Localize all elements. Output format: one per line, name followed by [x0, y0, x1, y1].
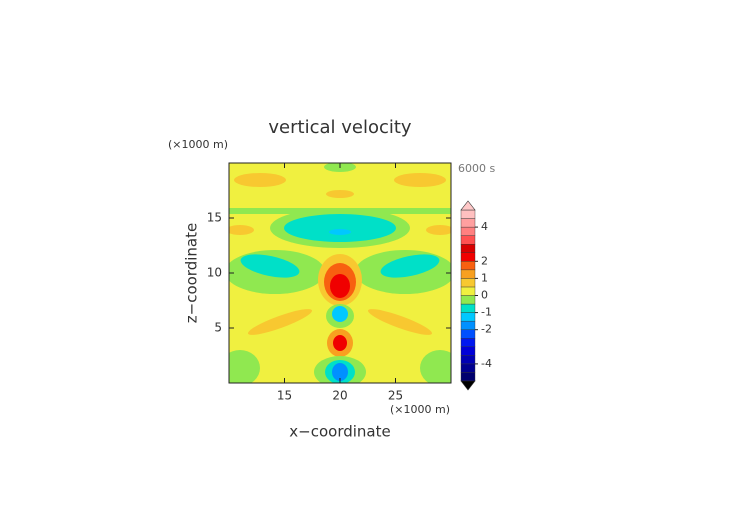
- colorbar-tick-label: -4: [481, 357, 492, 370]
- colorbar-band: [460, 372, 476, 382]
- colorbar-band: [460, 355, 476, 365]
- y-tick-label: 15: [207, 211, 222, 225]
- contour-region: [229, 350, 260, 383]
- colorbar-band: [460, 363, 476, 373]
- y-axis-label: z−coordinate: [183, 223, 201, 323]
- colorbar-band: [460, 252, 476, 262]
- x-axis-label: x−coordinate: [289, 423, 390, 441]
- contour-field: [229, 163, 451, 383]
- colorbar-band: [460, 329, 476, 339]
- colorbar-band: [460, 286, 476, 296]
- contour-region: [240, 254, 300, 278]
- time-label: 6000 s: [458, 162, 495, 175]
- contour-region: [367, 309, 433, 335]
- colorbar-tick-label: 2: [481, 254, 488, 267]
- colorbar-band: [460, 320, 476, 330]
- colorbar-band: [460, 218, 476, 228]
- contour-region: [380, 254, 440, 278]
- colorbar-band: [460, 235, 476, 245]
- colorbar-band: [460, 278, 476, 288]
- contour-region: [333, 335, 347, 351]
- contour-region: [332, 306, 348, 322]
- colorbar-band: [460, 338, 476, 348]
- colorbar-tick-label: 4: [481, 220, 488, 233]
- contour-region: [229, 225, 254, 235]
- x-unit: (×1000 m): [390, 403, 450, 416]
- colorbar-over: [460, 200, 476, 211]
- colorbar-band: [460, 226, 476, 236]
- contour-region: [326, 190, 354, 198]
- colorbar-tick-label: -2: [481, 323, 492, 336]
- colorbar-band: [460, 346, 476, 356]
- contour-region: [420, 350, 451, 383]
- colorbar-tick-label: 1: [481, 271, 488, 284]
- colorbar-tick-label: -1: [481, 306, 492, 319]
- colorbar-band: [460, 261, 476, 271]
- y-tick-label: 5: [214, 321, 222, 335]
- colorbar-band: [460, 303, 476, 313]
- contour-region: [394, 173, 446, 187]
- colorbar-band: [460, 295, 476, 305]
- y-unit: (×1000 m): [168, 138, 228, 151]
- contour-region: [247, 309, 313, 335]
- contour-region: [329, 229, 351, 235]
- x-tick-label: 20: [332, 389, 347, 403]
- chart-title: vertical velocity: [268, 117, 412, 138]
- contour-region: [426, 225, 451, 235]
- colorbar-tick-label: 0: [481, 289, 488, 302]
- contour-region: [330, 274, 350, 298]
- colorbar-band: [460, 243, 476, 253]
- contour-region: [332, 363, 348, 381]
- contour-region: [284, 214, 396, 242]
- x-tick-label: 15: [277, 389, 292, 403]
- colorbar-band: [460, 269, 476, 279]
- contour-region: [234, 173, 286, 187]
- colorbar-band: [460, 209, 476, 219]
- y-tick-label: 10: [207, 266, 222, 280]
- colorbar-under: [460, 380, 476, 391]
- x-tick-label: 25: [388, 389, 403, 403]
- colorbar-band: [460, 312, 476, 322]
